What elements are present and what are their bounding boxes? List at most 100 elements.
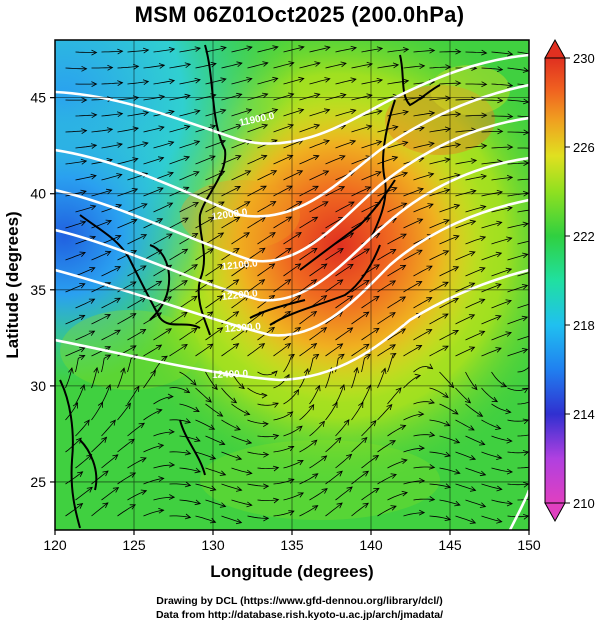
- streamline-arrowhead: [311, 439, 318, 446]
- streamline: [117, 65, 139, 69]
- streamline-arrowhead: [158, 507, 165, 514]
- streamline: [335, 486, 353, 501]
- streamline-arrowhead: [324, 77, 331, 83]
- streamline: [91, 502, 109, 517]
- streamline-arrowhead: [191, 327, 198, 334]
- streamline-arrowhead: [142, 47, 150, 54]
- streamline-arrowhead: [246, 501, 253, 508]
- streamline-arrowhead: [102, 470, 109, 477]
- streamline: [75, 144, 97, 149]
- streamline-arrowhead: [496, 517, 503, 524]
- streamline-arrowhead: [347, 295, 354, 301]
- streamline-arrowhead: [479, 235, 487, 242]
- streamline: [517, 434, 529, 437]
- streamline: [335, 78, 356, 85]
- streamline: [231, 467, 252, 474]
- streamline-arrowhead: [184, 513, 192, 520]
- streamline-arrowhead: [363, 248, 371, 254]
- streamline: [231, 201, 250, 213]
- x-tick-label: 120: [43, 537, 67, 553]
- streamline-arrowhead: [168, 109, 175, 116]
- streamline: [309, 488, 328, 501]
- contour-label: 12000.0: [211, 207, 249, 223]
- streamline-arrowhead: [426, 297, 433, 303]
- streamline: [507, 483, 529, 486]
- streamline: [257, 46, 278, 53]
- streamline: [231, 78, 252, 85]
- streamline: [299, 216, 318, 229]
- streamline-arrowhead: [533, 52, 538, 57]
- streamline: [247, 515, 269, 519]
- streamline: [361, 48, 383, 53]
- streamline-arrowhead: [269, 232, 276, 238]
- streamline-arrowhead: [350, 45, 357, 52]
- streamline: [247, 155, 267, 165]
- streamline-arrowhead: [77, 471, 84, 477]
- colorbar-gradient: [544, 57, 566, 504]
- streamline: [413, 142, 435, 149]
- streamline-arrowhead: [284, 342, 292, 349]
- streamline-arrowhead: [133, 63, 140, 70]
- streamline-arrowhead: [370, 420, 377, 427]
- streamline: [299, 368, 309, 389]
- streamline-arrowhead: [507, 113, 514, 120]
- streamline: [325, 186, 345, 197]
- streamline-arrowhead: [234, 425, 241, 431]
- streamline-arrowhead: [298, 45, 305, 51]
- streamline-arrowhead: [522, 387, 529, 394]
- streamline: [143, 126, 165, 133]
- streamline-arrowhead: [208, 424, 216, 430]
- streamline: [325, 94, 346, 101]
- streamline: [299, 505, 318, 517]
- streamline: [247, 483, 269, 487]
- streamline-arrowhead: [287, 411, 294, 418]
- streamline: [455, 190, 476, 197]
- streamline-arrowhead: [414, 373, 422, 380]
- streamline-arrowhead: [399, 264, 407, 271]
- streamline-arrowhead: [389, 440, 396, 446]
- streamline-arrowhead: [453, 234, 460, 241]
- x-tick-label: 125: [122, 537, 146, 553]
- streamline: [101, 174, 122, 181]
- streamline-arrowhead: [391, 186, 398, 193]
- streamline: [439, 235, 460, 245]
- streamline-arrowhead: [116, 111, 124, 118]
- streamline-arrowhead: [81, 65, 88, 72]
- streamline-arrowhead: [506, 174, 514, 181]
- streamline: [75, 267, 95, 277]
- streamline: [517, 498, 529, 501]
- streamline-arrowhead: [262, 61, 269, 67]
- streamline: [377, 249, 396, 261]
- streamline-arrowhead: [442, 392, 449, 399]
- streamline-arrowhead: [522, 221, 529, 228]
- streamline-arrowhead: [335, 436, 342, 444]
- streamline-arrowhead: [284, 279, 292, 285]
- streamline-arrowhead: [235, 124, 243, 130]
- streamline: [325, 502, 343, 517]
- streamline: [179, 79, 201, 85]
- streamline: [465, 145, 487, 149]
- streamline-arrowhead: [429, 496, 436, 502]
- streamline: [481, 283, 502, 293]
- streamline: [491, 467, 513, 473]
- streamline: [455, 346, 475, 357]
- streamline: [153, 80, 175, 85]
- streamline-arrowhead: [338, 186, 346, 192]
- streamline: [491, 207, 513, 213]
- streamline-arrowhead: [313, 353, 320, 360]
- streamline: [91, 67, 113, 69]
- streamline-arrowhead: [470, 158, 478, 164]
- streamline: [101, 50, 123, 53]
- streamline-arrowhead: [166, 233, 173, 239]
- streamline: [179, 171, 200, 181]
- streamline: [455, 251, 476, 261]
- streamline-arrowhead: [233, 247, 240, 254]
- streamline-arrowhead: [308, 403, 315, 411]
- colorbar-tick-label: 210: [573, 496, 595, 511]
- streamline-arrowhead: [390, 249, 397, 255]
- streamline: [455, 483, 476, 491]
- streamline-arrowhead: [105, 219, 113, 226]
- streamline-arrowhead: [233, 216, 241, 223]
- streamline-arrowhead: [243, 232, 250, 238]
- streamline: [205, 371, 218, 390]
